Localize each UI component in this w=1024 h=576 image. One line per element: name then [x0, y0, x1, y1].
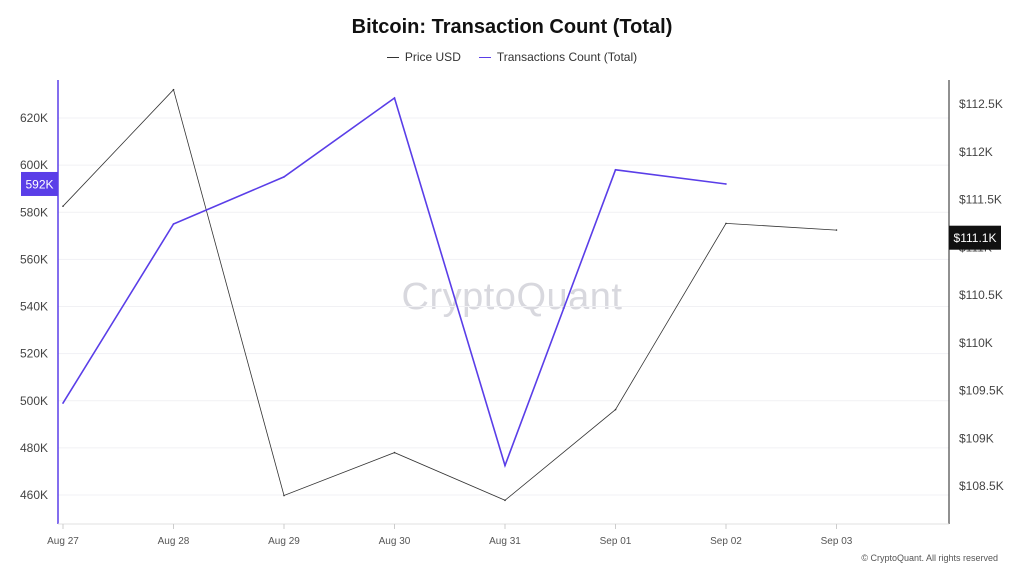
legend-swatch-price: [386, 56, 399, 58]
x-tick-label: Sep 02: [710, 536, 742, 547]
legend-swatch-transactions: [478, 56, 491, 58]
price-point: [172, 88, 175, 91]
legend-label-transactions: Transactions Count (Total): [496, 50, 638, 64]
x-tick-label: Aug 30: [379, 536, 411, 547]
y-left-tick-label: 460K: [20, 488, 48, 502]
y-right-tick-label: $111.5K: [959, 193, 1002, 207]
price-point: [835, 229, 838, 231]
price-point: [614, 408, 617, 411]
transactions-point: [614, 169, 617, 171]
copyright-text: © CryptoQuant. All rights reserved: [861, 553, 998, 563]
y-right-tick-label: $110.5K: [959, 288, 1003, 302]
y-left-tick-label: 540K: [20, 300, 48, 314]
y-right-tick-label: $109K: [959, 431, 994, 445]
y-right-tick-label: $109.5K: [959, 384, 1004, 398]
y-left-tick-label: 500K: [20, 394, 48, 408]
x-tick-label: Aug 27: [47, 536, 79, 547]
y-left-tick-label: 600K: [20, 158, 48, 172]
x-tick-label: Aug 31: [489, 536, 521, 547]
transactions-point: [504, 464, 506, 467]
legend-label-price: Price USD: [404, 50, 461, 64]
y-right-tick-label: $110K: [959, 336, 993, 350]
price-usd-line: [62, 88, 837, 501]
y-left-tick-label: 480K: [20, 441, 48, 455]
y-left-tick-label: 620K: [20, 111, 48, 125]
price-point: [725, 222, 727, 225]
y-left-tick-label: 520K: [20, 347, 48, 361]
transactions-point: [283, 176, 285, 178]
current-price-badge: [949, 225, 1001, 250]
legend-item-price[interactable]: Price USD: [386, 50, 461, 64]
transactions-point: [393, 97, 396, 99]
x-tick-label: Sep 01: [600, 536, 632, 547]
current-price-label: $111.1K: [954, 231, 997, 245]
y-left-tick-label: 560K: [20, 252, 48, 266]
legend-item-transactions[interactable]: Transactions Count (Total): [478, 50, 638, 64]
price-point: [393, 451, 396, 454]
y-right-tick-label: $108.5K: [959, 479, 1004, 493]
current-transactions-badge: [21, 171, 58, 196]
x-tick-label: Aug 29: [268, 536, 300, 547]
chart-title: Bitcoin: Transaction Count (Total): [351, 16, 673, 38]
price-point: [504, 499, 506, 502]
y-left-tick-label: 580K: [20, 205, 48, 219]
y-right-tick-label: $112K: [959, 145, 993, 159]
x-tick-label: Sep 03: [821, 536, 853, 547]
transactions-point: [172, 223, 175, 225]
transactions-point: [62, 402, 64, 404]
x-tick-label: Aug 28: [158, 536, 190, 547]
legend: Price USD Transactions Count (Total): [0, 50, 1024, 64]
price-point: [283, 494, 285, 497]
transactions-count-line: [62, 96, 727, 469]
price-point: [62, 205, 64, 207]
transactions-point: [725, 183, 727, 185]
y-right-tick-label: $112.5K: [959, 97, 1003, 111]
current-transactions-label: 592K: [25, 177, 53, 191]
